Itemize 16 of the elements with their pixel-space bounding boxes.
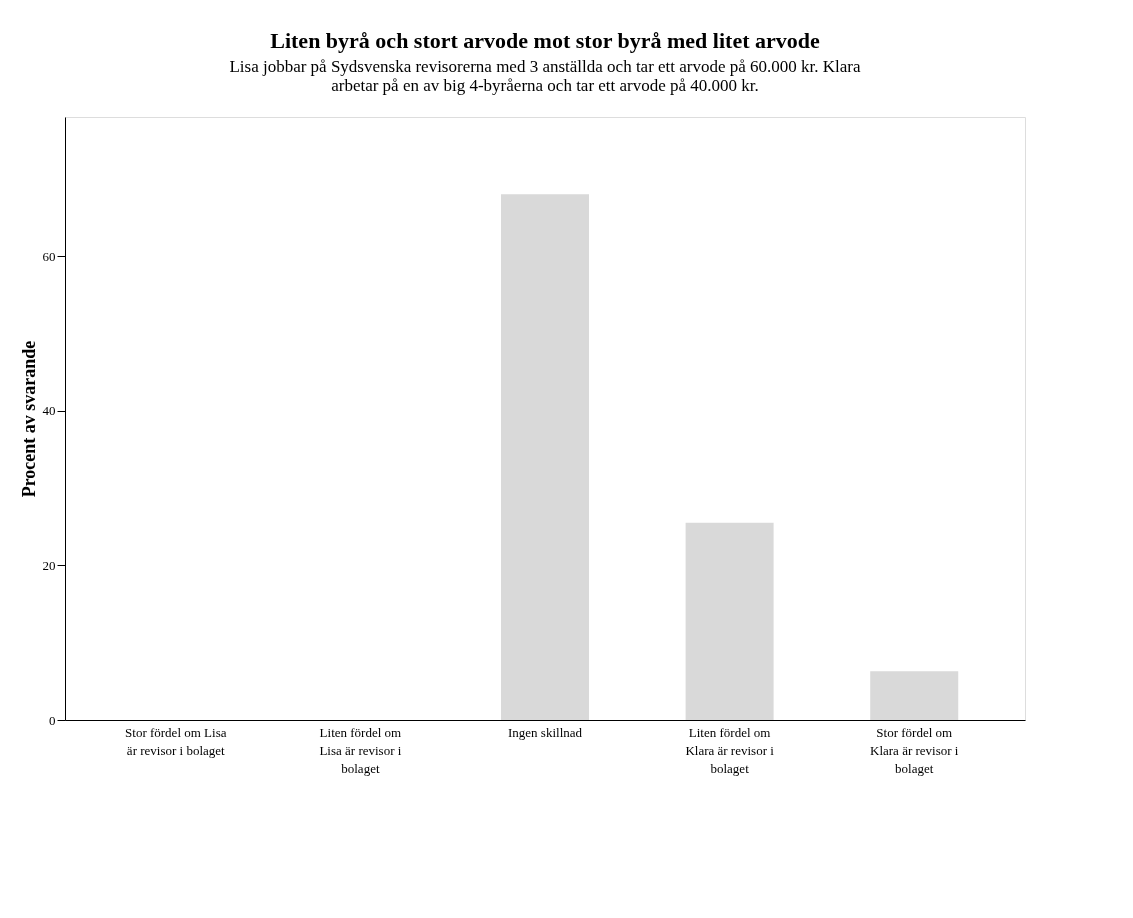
- y-tick-label: 60: [42, 248, 56, 264]
- x-tick-label: Liten fördel om Klara är revisor i bolaget: [685, 724, 775, 776]
- text: arbetar på en av big 4-byråerna och tar ett arvode på 40.000 kr.: [331, 76, 759, 95]
- bar: [685, 522, 774, 720]
- chart-title: Liten byrå och stort arvode mot stor byrå med litet arvode: [270, 28, 820, 53]
- y-axis-title: Procent av svarande: [18, 340, 39, 498]
- y-tick-label: 40: [42, 403, 56, 419]
- y-tick-label: 0: [49, 712, 56, 728]
- bar: [870, 671, 959, 720]
- bar: [501, 194, 589, 720]
- x-tick-label: Ingen skillnad: [507, 724, 583, 740]
- x-tick-label: Stor fördel om Lisa är revisor i bolaget: [125, 724, 227, 758]
- x-tick-label: Liten fördel om Lisa är revisor i bolaget: [319, 724, 402, 776]
- x-tick-label: Stor fördel om Klara är revisor i bolaget: [870, 724, 959, 776]
- text: Lisa jobbar på Sydsvenska revisorerna med 3 anställda och tar ett arvode på 60.000 kr. Klara: [229, 57, 861, 76]
- y-tick-label: 20: [42, 557, 56, 573]
